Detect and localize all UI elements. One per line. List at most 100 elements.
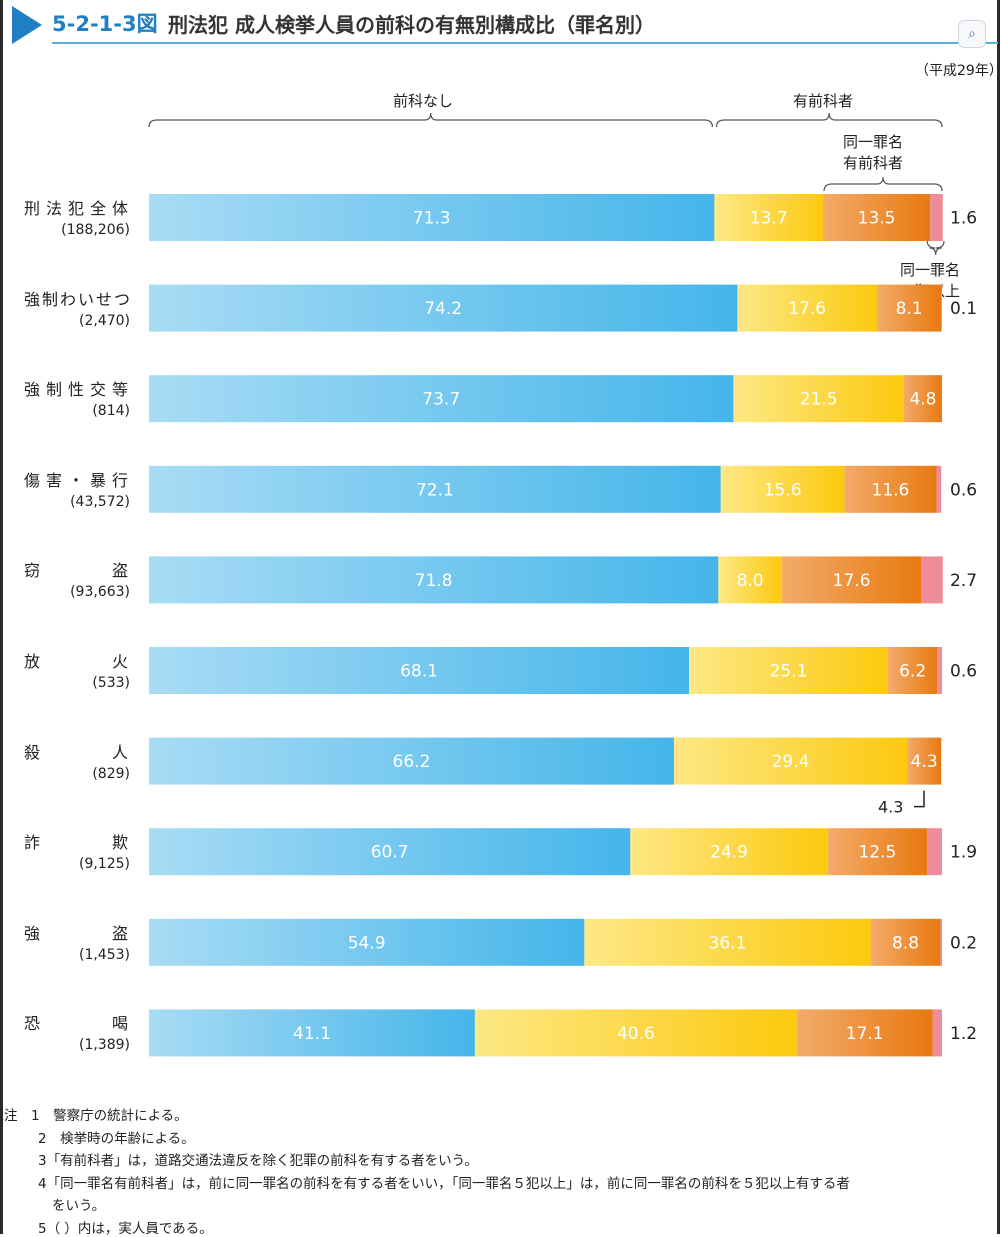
bar-label-other_record-2: 21.5 bbox=[800, 390, 838, 410]
bar-same_crime-3 bbox=[844, 465, 937, 513]
bar-label-other_record-6: 29.4 bbox=[772, 752, 810, 772]
bar-no_record-3 bbox=[149, 465, 721, 513]
bar-other_record-7 bbox=[630, 828, 828, 876]
bar-same_crime-9 bbox=[796, 1009, 933, 1057]
category-name-2: 強制性交等 bbox=[24, 380, 130, 400]
bar-label-other_record-4: 8.0 bbox=[737, 571, 764, 591]
left-frame-border bbox=[0, 0, 3, 1234]
category-name-5: 放火 bbox=[24, 652, 130, 671]
bar-no_record-9 bbox=[149, 1009, 475, 1057]
bar-other_record-0 bbox=[714, 194, 824, 241]
note-line-0: 注 1 警察庁の統計による。 bbox=[4, 1108, 188, 1124]
bar-same_crime-0 bbox=[823, 194, 931, 241]
brace-label-five-plus-line1: 同一罪名 bbox=[900, 261, 961, 279]
image-search-icon[interactable]: ⌕ bbox=[958, 20, 986, 48]
bar-label-no_record-8: 54.9 bbox=[348, 933, 386, 953]
bar-label-same_crime-0: 13.5 bbox=[858, 209, 896, 229]
bar-label-no_record-4: 71.8 bbox=[415, 571, 453, 591]
bar-five_plus-4 bbox=[921, 556, 943, 604]
bar-five_plus-0 bbox=[930, 194, 943, 241]
note-line-2: 3「有前科者」は，道路交通法違反を除く犯罪の前科を有する者をいう。 bbox=[38, 1153, 478, 1169]
bar-label-no_record-7: 60.7 bbox=[371, 843, 409, 863]
category-name-4: 窃盗 bbox=[24, 561, 130, 581]
five-plus-label-7: 1.9 bbox=[950, 843, 977, 863]
chart-title: 刑法犯 成人検挙人員の前科の有無別構成比（罪名別） bbox=[168, 13, 655, 37]
bar-label-same_crime-9: 17.1 bbox=[846, 1024, 884, 1044]
category-name-6: 殺人 bbox=[24, 742, 130, 762]
brace-no-record bbox=[148, 112, 714, 128]
category-3: 傷害・暴行 (43,572) bbox=[24, 467, 130, 510]
bar-same_crime-7 bbox=[827, 828, 927, 876]
bar-five_plus-8 bbox=[940, 918, 942, 966]
bar-no_record-8 bbox=[149, 918, 585, 966]
bar-label-no_record-6: 66.2 bbox=[393, 752, 431, 772]
year-label: （平成29年） bbox=[915, 63, 1000, 79]
brace-label-with-record: 有前科者 bbox=[793, 92, 854, 110]
bar-other_record-3 bbox=[720, 465, 845, 513]
bar-no_record-0 bbox=[149, 194, 715, 241]
five-plus-label-5: 0.6 bbox=[950, 662, 977, 682]
category-5: 放火 (533) bbox=[24, 648, 130, 691]
category-2: 強制性交等 (814) bbox=[24, 376, 130, 419]
title-underline bbox=[52, 42, 998, 44]
title-arrow-icon bbox=[12, 6, 42, 44]
bar-no_record-2 bbox=[149, 375, 734, 423]
brace-label-same-crime: 同一罪名 有前科者 bbox=[843, 132, 903, 174]
category-name-8: 強盗 bbox=[24, 923, 130, 943]
brace-label-same-crime-line2: 有前科者 bbox=[843, 154, 904, 172]
bar-label-same_crime-2: 4.8 bbox=[909, 390, 936, 410]
category-4: 窃盗 (93,663) bbox=[24, 557, 130, 600]
bar-label-no_record-1: 74.2 bbox=[424, 299, 462, 319]
category-8: 強盗 (1,453) bbox=[24, 920, 130, 963]
bar-other_record-4 bbox=[718, 556, 782, 604]
bar-label-same_crime-8: 8.8 bbox=[892, 933, 919, 953]
category-count-3: (43,572) bbox=[70, 493, 130, 510]
category-name-0: 刑法犯全体 bbox=[24, 199, 130, 218]
bar-same_crime-1 bbox=[876, 284, 942, 332]
bar-other_record-5 bbox=[689, 647, 889, 694]
bar-other_record-2 bbox=[733, 375, 904, 423]
bar-label-same_crime-7: 12.5 bbox=[858, 843, 896, 863]
brace-with-record bbox=[715, 112, 943, 128]
bar-no_record-7 bbox=[149, 828, 631, 876]
bar-label-other_record-7: 24.9 bbox=[710, 843, 748, 863]
bar-five_plus-7 bbox=[926, 828, 942, 876]
bar-same_crime-2 bbox=[903, 375, 942, 423]
bar-other_record-8 bbox=[584, 918, 871, 966]
category-count-5: (533) bbox=[92, 675, 130, 691]
brace-label-no-record: 前科なし bbox=[393, 92, 454, 110]
bar-label-same_crime-1: 8.1 bbox=[896, 299, 923, 319]
figure-id: 5-2-1-3図 bbox=[52, 12, 158, 36]
brace-five-plus bbox=[926, 240, 945, 256]
bar-label-other_record-8: 36.1 bbox=[709, 933, 747, 953]
bar-label-same_crime-5: 6.2 bbox=[899, 662, 926, 682]
note-line-4: をいう。 bbox=[52, 1198, 106, 1214]
category-count-2: (814) bbox=[92, 403, 130, 420]
chart-braces bbox=[148, 112, 945, 256]
bar-five_plus-3 bbox=[936, 465, 942, 513]
five-plus-label-3: 0.6 bbox=[950, 480, 977, 500]
category-name-1: 強制わいせつ bbox=[24, 289, 133, 309]
bar-label-other_record-3: 15.6 bbox=[764, 480, 802, 500]
bar-no_record-6 bbox=[149, 737, 674, 785]
category-6: 殺人 (829) bbox=[24, 739, 130, 782]
bar-label-other_record-5: 25.1 bbox=[770, 662, 808, 682]
five-plus-label-8: 0.2 bbox=[950, 933, 977, 953]
bar-label-same_crime-6: 4.3 bbox=[911, 752, 938, 772]
brace-same-crime bbox=[823, 176, 943, 192]
bar-label-no_record-9: 41.1 bbox=[293, 1024, 331, 1044]
bar-same_crime-6 bbox=[907, 737, 942, 785]
bar-no_record-4 bbox=[149, 556, 719, 604]
five-plus-label-1: 0.1 bbox=[950, 299, 977, 319]
bar-label-no_record-5: 68.1 bbox=[400, 662, 438, 682]
bar-label-same_crime-4: 17.6 bbox=[833, 571, 871, 591]
note-line-5: 5（ ）内は，実人員である。 bbox=[38, 1220, 213, 1237]
bar-label-other_record-1: 17.6 bbox=[788, 299, 826, 319]
bar-other_record-1 bbox=[737, 284, 877, 332]
category-name-9: 恐喝 bbox=[24, 1014, 130, 1034]
bar-no_record-1 bbox=[149, 284, 738, 332]
bar-five_plus-9 bbox=[932, 1009, 942, 1057]
chart-bars: 71.3 13.7 13.5 1.6 74.2 17.6 8.1 0.1 73.7 21.5 4.8… bbox=[149, 194, 977, 1057]
same-crime-outside-label-6: 4.3 bbox=[878, 798, 903, 817]
